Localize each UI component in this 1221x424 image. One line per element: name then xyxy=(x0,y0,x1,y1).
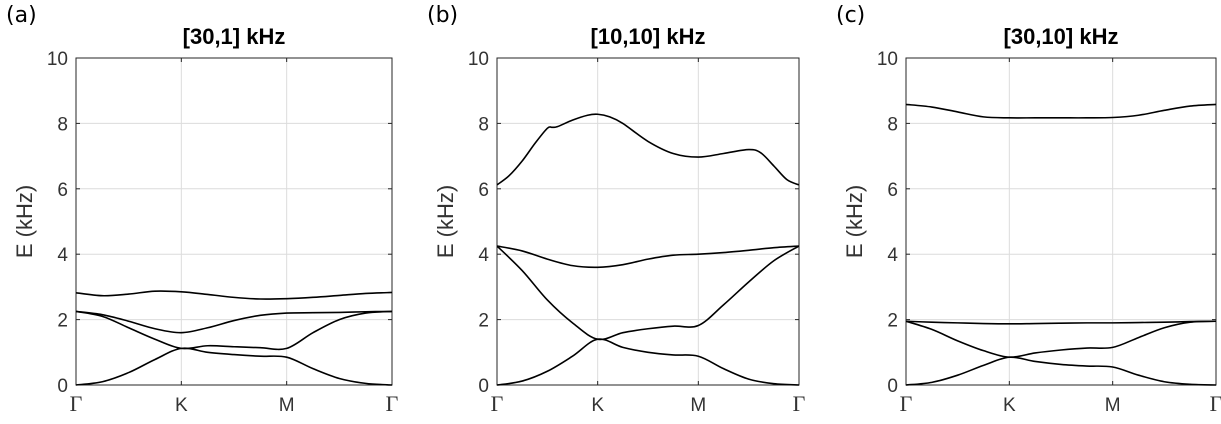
band-line-2 xyxy=(76,310,392,334)
y-tick-label: 6 xyxy=(57,180,68,201)
y-tick-label: 4 xyxy=(57,245,68,266)
y-tick-label: 8 xyxy=(57,114,68,135)
band-line-1 xyxy=(76,290,392,300)
x-tick-label: Γ xyxy=(491,391,504,416)
band-line-3 xyxy=(497,245,799,341)
panel-label: (b) xyxy=(427,3,458,28)
x-tick-label: Γ xyxy=(793,391,806,416)
panel-label: (a) xyxy=(6,3,37,28)
axes-frame xyxy=(905,57,1217,386)
y-tick-label: 0 xyxy=(478,376,489,397)
y-tick-label: 6 xyxy=(887,180,898,201)
y-tick-label: 2 xyxy=(57,311,68,332)
band-line-4 xyxy=(906,356,1216,386)
chart-title: [10,10] kHz xyxy=(591,24,706,49)
y-tick-label: 2 xyxy=(478,311,489,332)
y-tick-label: 4 xyxy=(478,245,489,266)
band-line-4 xyxy=(76,347,392,386)
x-tick-label: K xyxy=(175,395,188,416)
y-axis-label: E (kHz) xyxy=(433,185,458,258)
x-tick-label: K xyxy=(591,395,604,416)
y-axis-label: E (kHz) xyxy=(842,185,867,258)
band-line-1 xyxy=(906,103,1216,119)
band-line-2 xyxy=(906,320,1216,325)
y-tick-label: 2 xyxy=(887,311,898,332)
y-tick-label: 0 xyxy=(887,376,898,397)
axes-frame xyxy=(496,57,800,386)
x-tick-label: M xyxy=(690,395,706,416)
y-tick-label: 6 xyxy=(478,180,489,201)
band-line-1 xyxy=(497,113,799,186)
y-tick-label: 8 xyxy=(887,114,898,135)
y-tick-label: 4 xyxy=(887,245,898,266)
band-line-3 xyxy=(906,320,1216,359)
y-tick-label: 10 xyxy=(877,49,898,70)
x-tick-label: Γ xyxy=(386,391,399,416)
band-line-3 xyxy=(76,310,392,351)
x-tick-label: Γ xyxy=(70,391,83,416)
axes-frame xyxy=(75,57,393,386)
y-tick-label: 10 xyxy=(47,49,68,70)
y-tick-label: 8 xyxy=(478,114,489,135)
y-tick-label: 10 xyxy=(468,49,489,70)
panel-c: 0 2 4 6 8 10 Γ K M Γ E (kHz) [30,10] kHz (c) xyxy=(836,3,1221,416)
panel-a: 0 2 4 6 8 10 Γ K M Γ E (kHz) [30,1] kHz (a) xyxy=(6,3,399,416)
x-tick-label: K xyxy=(1003,395,1016,416)
chart-title: [30,10] kHz xyxy=(1004,24,1119,49)
x-tick-label: Γ xyxy=(1210,391,1221,416)
x-tick-label: M xyxy=(279,395,295,416)
x-tick-label: M xyxy=(1105,395,1121,416)
y-tick-label: 0 xyxy=(57,376,68,397)
band-line-2 xyxy=(497,245,799,269)
band-line-4 xyxy=(497,338,799,386)
y-axis-label: E (kHz) xyxy=(12,185,37,258)
x-tick-label: Γ xyxy=(900,391,913,416)
chart-title: [30,1] kHz xyxy=(183,24,286,49)
panel-b: 0 2 4 6 8 10 Γ K M Γ E (kHz) [10,10] kHz (b) xyxy=(427,3,806,416)
panel-label: (c) xyxy=(836,3,865,28)
